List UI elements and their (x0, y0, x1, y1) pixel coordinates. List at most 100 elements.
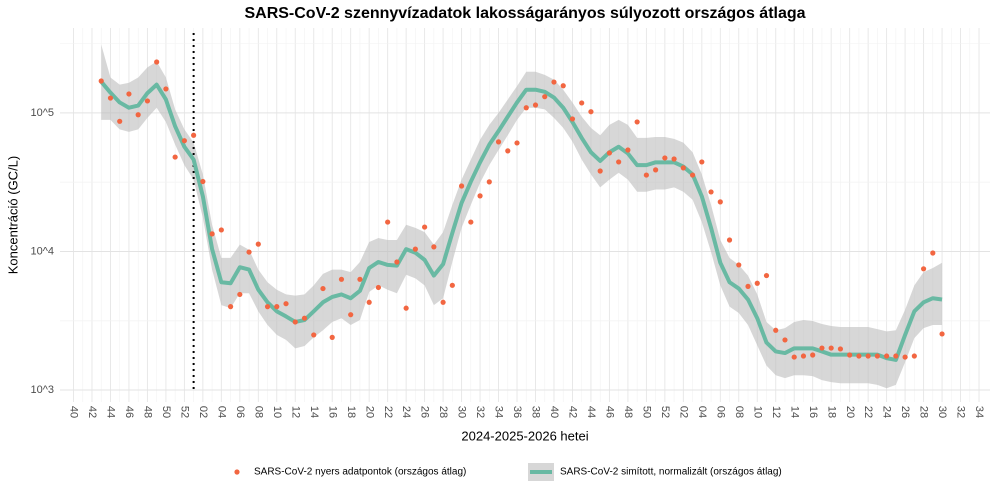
data-point (163, 86, 169, 92)
data-point (412, 246, 418, 252)
data-point (440, 299, 446, 305)
data-point (856, 353, 862, 359)
x-tick-label: 32 (474, 406, 486, 418)
x-tick-label: 14 (788, 406, 800, 418)
x-tick-label: 28 (437, 406, 449, 418)
data-point (486, 179, 492, 185)
data-point (689, 172, 696, 178)
data-point (449, 282, 455, 288)
x-tick-label: 10 (751, 406, 763, 418)
data-point (338, 276, 345, 282)
data-point (671, 156, 677, 162)
data-point (154, 59, 160, 65)
x-tick-label: 02 (197, 406, 209, 418)
data-point (911, 353, 917, 359)
data-point (394, 259, 400, 265)
data-point (763, 272, 770, 279)
x-tick-label: 20 (844, 406, 856, 418)
data-point (800, 353, 807, 359)
data-point (172, 154, 178, 160)
data-point (745, 283, 751, 289)
y-tick-label: 10^3 (30, 384, 54, 396)
data-point (227, 304, 234, 310)
x-tick-label: 48 (622, 406, 634, 418)
data-point (532, 102, 539, 108)
data-point (495, 139, 502, 145)
data-point (920, 266, 927, 272)
data-point (653, 167, 659, 173)
data-point (329, 334, 335, 340)
x-tick-label: 34 (493, 406, 505, 418)
data-point (782, 337, 788, 343)
marks (98, 33, 945, 392)
data-point (643, 172, 649, 178)
data-point (348, 312, 354, 318)
data-point (736, 262, 742, 268)
x-tick-label: 04 (215, 406, 227, 418)
x-tick-label: 46 (604, 406, 616, 418)
data-point (144, 98, 151, 104)
data-point (791, 354, 797, 360)
x-tick-label: 50 (160, 406, 172, 418)
x-tick-label: 52 (659, 406, 671, 418)
data-point (560, 83, 566, 89)
data-point (98, 78, 104, 84)
data-point (930, 250, 936, 256)
x-tick-label: 34 (973, 406, 985, 418)
smoothed-line (99, 80, 943, 362)
x-tick-label: 40 (548, 406, 560, 418)
data-point (819, 345, 825, 351)
data-point (237, 291, 243, 298)
data-point (579, 100, 585, 106)
data-point (422, 224, 428, 230)
x-tick-label: 10 (271, 406, 283, 418)
chart-title: SARS-CoV-2 szennyvízadatok lakosságarány… (244, 5, 805, 22)
x-tick-label: 02 (677, 406, 689, 418)
data-point (505, 148, 511, 154)
data-point (717, 199, 723, 205)
data-point (634, 119, 640, 125)
data-point (893, 353, 899, 359)
data-point (514, 140, 520, 146)
data-point (699, 159, 705, 165)
x-tick-label: 06 (234, 406, 246, 418)
data-point (126, 91, 132, 97)
x-tick-label: 44 (105, 406, 117, 418)
x-tick-label: 12 (289, 406, 301, 418)
confidence-ribbon (101, 44, 943, 389)
x-tick-label: 30 (936, 406, 948, 418)
data-point (754, 280, 760, 286)
legend-label: SARS-CoV-2 simított, normalizált (ország… (560, 467, 782, 478)
legend-marker (234, 469, 240, 475)
x-tick-label: 08 (252, 406, 264, 418)
data-point (181, 138, 187, 144)
x-tick-label: 36 (511, 406, 523, 418)
data-point (865, 353, 871, 359)
x-tick-label: 22 (382, 406, 394, 418)
data-point (551, 79, 557, 85)
data-point (366, 299, 372, 305)
data-point (616, 159, 622, 165)
x-tick-label: 24 (881, 406, 893, 418)
data-point (357, 276, 363, 282)
data-point (292, 319, 298, 325)
data-point (246, 249, 252, 255)
x-tick-label: 42 (86, 406, 98, 418)
y-tick-label: 10^5 (30, 107, 54, 119)
data-point (200, 178, 206, 185)
x-tick-label: 38 (530, 406, 542, 418)
data-point (680, 165, 686, 171)
data-point (107, 95, 114, 101)
x-axis-title: 2024-2025-2026 hetei (461, 428, 588, 443)
data-point (606, 150, 613, 156)
data-point (311, 332, 317, 338)
data-point (135, 112, 141, 118)
x-tick-label: 30 (456, 406, 468, 418)
x-tick-label: 12 (770, 406, 782, 418)
data-point (218, 227, 224, 233)
x-tick-label: 18 (345, 406, 357, 418)
data-point (726, 237, 733, 243)
data-point (523, 105, 529, 111)
x-tick-label: 52 (178, 406, 190, 418)
y-axis-title: Koncentráció (GC/L) (5, 156, 20, 275)
